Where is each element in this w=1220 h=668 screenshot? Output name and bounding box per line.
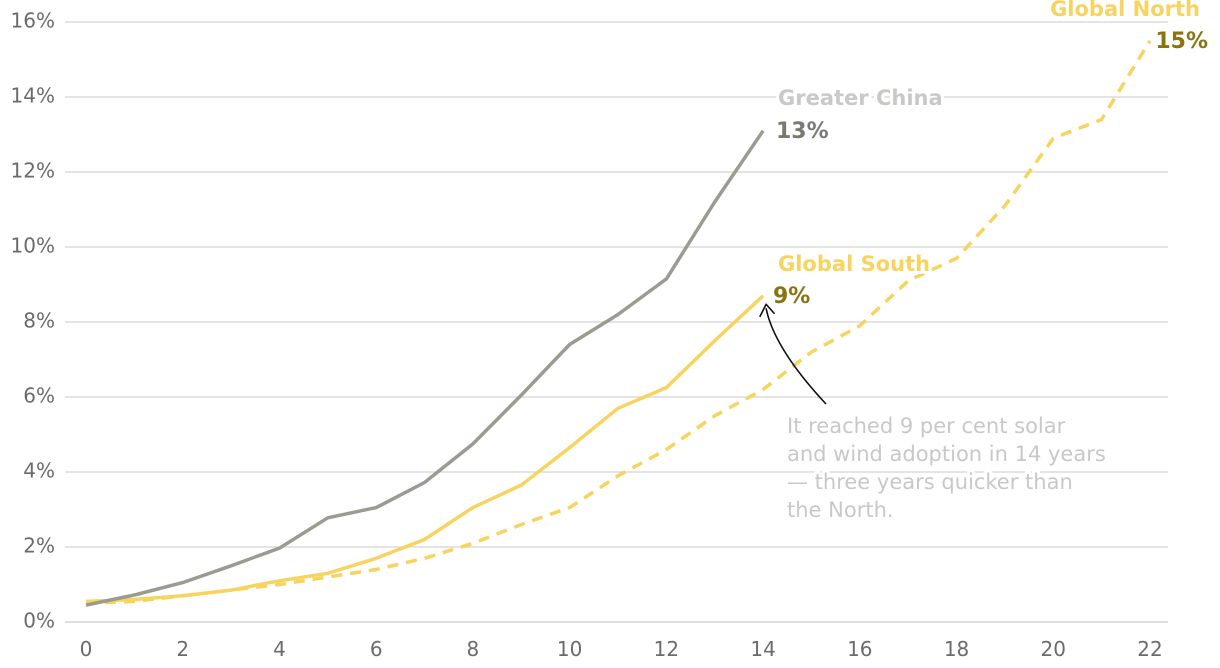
greater-china-end-value: 13% <box>776 119 829 144</box>
x-tick-label: 16 <box>847 637 872 661</box>
x-tick-label: 10 <box>557 637 582 661</box>
x-tick-label: 0 <box>80 637 93 661</box>
annotation-text: It reached 9 per cent solar and wind adop… <box>787 414 1106 522</box>
x-tick-label: 22 <box>1137 637 1162 661</box>
x-axis-ticks: 0 2 4 6 8 10 12 14 16 18 20 22 <box>80 637 1163 661</box>
x-tick-label: 14 <box>750 637 775 661</box>
global-south-line <box>85 294 765 604</box>
annotation-arrowhead <box>759 303 775 318</box>
global-south-label: Global South <box>778 252 930 276</box>
greater-china-line <box>85 129 765 607</box>
global-north-line <box>85 39 1152 606</box>
global-north-label: Global North <box>1050 0 1200 21</box>
y-tick-label: 2% <box>23 534 55 558</box>
grid <box>65 21 1168 623</box>
annotation-line: the North. <box>787 498 894 522</box>
annotations: It reached 9 per cent solar and wind adop… <box>759 303 1109 525</box>
x-tick-label: 6 <box>370 637 383 661</box>
y-tick-label: 8% <box>23 309 55 333</box>
y-axis-ticks: 0% 2% 4% 6% 8% 10% 12% 14% 16% <box>11 9 55 633</box>
y-tick-label: 14% <box>11 84 55 108</box>
y-tick-label: 0% <box>23 609 55 633</box>
global-south-end-value: 9% <box>773 284 810 309</box>
greater-china-label: Greater China <box>778 86 943 110</box>
y-tick-label: 12% <box>11 159 55 183</box>
x-tick-label: 12 <box>654 637 679 661</box>
annotation-arrow <box>765 308 827 405</box>
annotation-line: — three years quicker than <box>787 470 1073 494</box>
x-tick-label: 20 <box>1041 637 1066 661</box>
annotation-line: and wind adoption in 14 years <box>787 442 1106 466</box>
x-tick-label: 4 <box>273 637 286 661</box>
x-tick-label: 8 <box>467 637 480 661</box>
y-tick-label: 6% <box>23 384 55 408</box>
y-tick-label: 4% <box>23 459 55 483</box>
annotation: It reached 9 per cent solar and wind adop… <box>759 303 1109 525</box>
y-tick-label: 16% <box>11 9 55 33</box>
y-tick-label: 10% <box>11 234 55 258</box>
series-labels: Global North 15% Global South 9% Greater Chi… <box>770 0 1211 312</box>
global-north-end-value: 15% <box>1155 29 1208 54</box>
x-tick-label: 18 <box>944 637 969 661</box>
series-lines <box>85 39 1152 607</box>
annotation-line: It reached 9 per cent solar <box>787 414 1066 438</box>
x-tick-label: 2 <box>176 637 189 661</box>
